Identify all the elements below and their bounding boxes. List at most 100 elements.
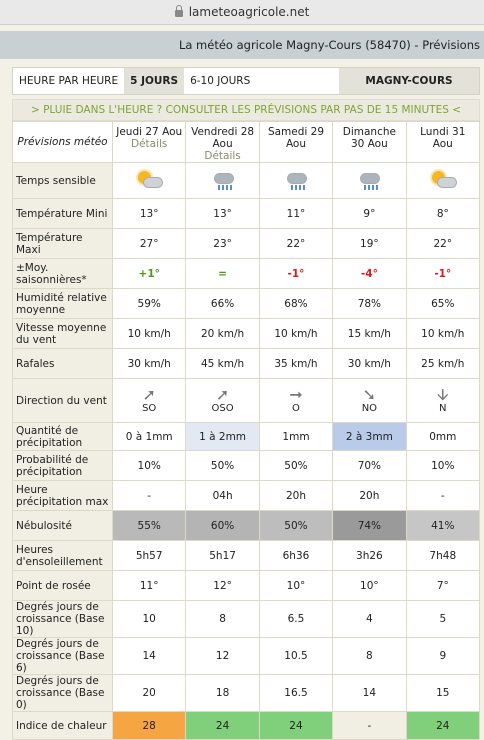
value-cell: 6h36 [258, 540, 334, 571]
sun-cloud-icon [430, 168, 457, 190]
value-cell: 10% [111, 450, 187, 481]
wind-direction-value: OSO [211, 403, 234, 414]
table-row: Direction du vent ➚ SO ➚ OSO ➞ O ➘ NO 🡫 N [12, 378, 481, 423]
value-cell: 20h [332, 480, 407, 511]
wind-direction-cell: ➞ O [258, 378, 334, 423]
day-header: Dimanche 30 Aou [332, 121, 407, 163]
day-name: Jeudi 27 Aou [116, 126, 183, 138]
value-cell: 11° [258, 198, 334, 229]
value-cell: - [111, 480, 187, 511]
day-name: Lundi 31 Aou [420, 126, 466, 150]
value-cell: 20 km/h [185, 318, 260, 349]
value-cell: 35 km/h [258, 348, 334, 379]
tab-five-days[interactable]: 5 JOURS [124, 68, 185, 94]
row-label: Degrés jours de croissance (Base 0) [12, 674, 113, 712]
row-label: Degrés jours de croissance (Base 10) [12, 600, 113, 638]
value-cell: 78% [332, 288, 407, 319]
value-cell: 1 à 2mm [185, 422, 260, 451]
value-cell: 11° [111, 570, 187, 601]
value-cell: -4° [332, 258, 407, 289]
value-cell: 55% [111, 510, 187, 541]
value-cell: 8 [185, 600, 260, 638]
rain-cloud-icon [210, 168, 236, 190]
url-text: lameteoagricole.net [188, 5, 310, 19]
weather-cell [185, 162, 260, 199]
sun-cloud-icon [136, 168, 164, 190]
table-row: Heure précipitation max -04h 20h 20h - [12, 480, 481, 511]
value-cell: 10 km/h [405, 318, 481, 349]
rain-hour-link[interactable]: > PLUIE DANS L'HEURE ? CONSULTER LES PRÉ… [12, 99, 480, 121]
row-label: Humidité relative moyenne [12, 288, 113, 319]
table-row: Vitesse moyenne du vent 10 km/h 20 km/h 10 … [12, 318, 481, 349]
day-name: Samedi 29 Aou [267, 126, 325, 150]
value-cell: 60% [185, 510, 260, 541]
rain-cloud-icon [283, 168, 309, 190]
table-row: Température Mini 13° 13° 11° 9° 8° [12, 198, 481, 229]
rain-cloud-icon [356, 168, 382, 190]
value-cell: 7h48 [405, 540, 481, 571]
weather-cell [332, 162, 407, 199]
value-cell: = [185, 258, 260, 289]
row-label: Direction du vent [12, 378, 113, 423]
value-cell: 24 [258, 711, 334, 740]
row-label: Température Mini [12, 198, 113, 229]
wind-arrow-icon: ➘ [362, 385, 377, 404]
value-cell: 0mm [405, 422, 481, 451]
row-label: Probabilité de précipitation [12, 450, 113, 481]
value-cell: 12 [185, 637, 260, 675]
wind-arrow-icon: ➞ [289, 385, 303, 404]
value-cell: 1mm [258, 422, 334, 451]
value-cell: 9° [332, 198, 407, 229]
value-cell: 10° [332, 570, 407, 601]
value-cell: 50% [185, 450, 260, 481]
forecast-tabs: HEURE PAR HEURE 5 JOURS 6-10 JOURS MAGNY… [12, 67, 480, 95]
table-row: ±Moy. saisonnières* +1° = -1° -4° -1° [12, 258, 481, 289]
value-cell: 68% [258, 288, 334, 319]
weather-cell [258, 162, 334, 199]
table-row: Nébulosité 55% 60% 50% 74% 41% [12, 510, 481, 541]
value-cell: 16.5 [258, 674, 334, 712]
value-cell: 20h [258, 480, 334, 511]
value-cell: 15 [405, 674, 481, 712]
wind-direction-cell: ➘ NO [332, 378, 407, 423]
value-cell: 59% [111, 288, 187, 319]
value-cell: 74% [332, 510, 407, 541]
value-cell: 5 [405, 600, 481, 638]
row-label: Heure précipitation max [12, 480, 113, 511]
value-cell: 9 [405, 637, 481, 675]
wind-direction-value: SO [142, 403, 157, 414]
value-cell: 14 [111, 637, 187, 675]
value-cell: 5h57 [111, 540, 187, 571]
value-cell: 50% [258, 450, 334, 481]
table-row: Degrés jours de croissance (Base 10) 10 8 6… [12, 600, 481, 638]
value-cell: 8 [332, 637, 407, 675]
table-row: Degrés jours de croissance (Base 6) 14 12 1… [12, 637, 481, 675]
table-row: Point de rosée 11° 12° 10° 10° 7° [12, 570, 481, 601]
value-cell: 22° [258, 228, 334, 259]
day-header: Jeudi 27 Aou Détails [111, 121, 187, 163]
row-label: Température Maxi [12, 228, 113, 259]
value-cell: 10° [258, 570, 334, 601]
tab-six-ten-days[interactable]: 6-10 JOURS [190, 75, 251, 87]
row-label: Indice de chaleur [12, 711, 113, 740]
row-label: ±Moy. saisonnières* [12, 258, 113, 289]
browser-url-bar[interactable]: lameteoagricole.net [0, 0, 484, 25]
value-cell: 10 [111, 600, 187, 638]
tab-hourly[interactable]: HEURE PAR HEURE [19, 75, 119, 87]
value-cell: - [332, 711, 407, 740]
wind-direction-value: NO [361, 403, 378, 414]
value-cell: 2 à 3mm [332, 422, 407, 451]
value-cell: 13° [111, 198, 187, 229]
details-link[interactable]: Détails [130, 138, 168, 150]
day-name: Vendredi 28 Aou [191, 126, 255, 150]
day-header: Samedi 29 Aou [258, 121, 334, 163]
day-header: Vendredi 28 Aou Détails [185, 121, 260, 163]
details-link[interactable]: Détails [204, 150, 241, 162]
value-cell: 45 km/h [185, 348, 260, 379]
value-cell: 41% [405, 510, 481, 541]
row-label: Quantité de précipitation [12, 422, 113, 451]
table-row: Température Maxi 27° 23° 22° 19° 22° [12, 228, 481, 259]
wind-arrow-icon: ➚ [142, 385, 156, 404]
wind-arrow-icon: 🡫 [437, 385, 449, 404]
wind-direction-cell: ➚ OSO [185, 378, 260, 423]
